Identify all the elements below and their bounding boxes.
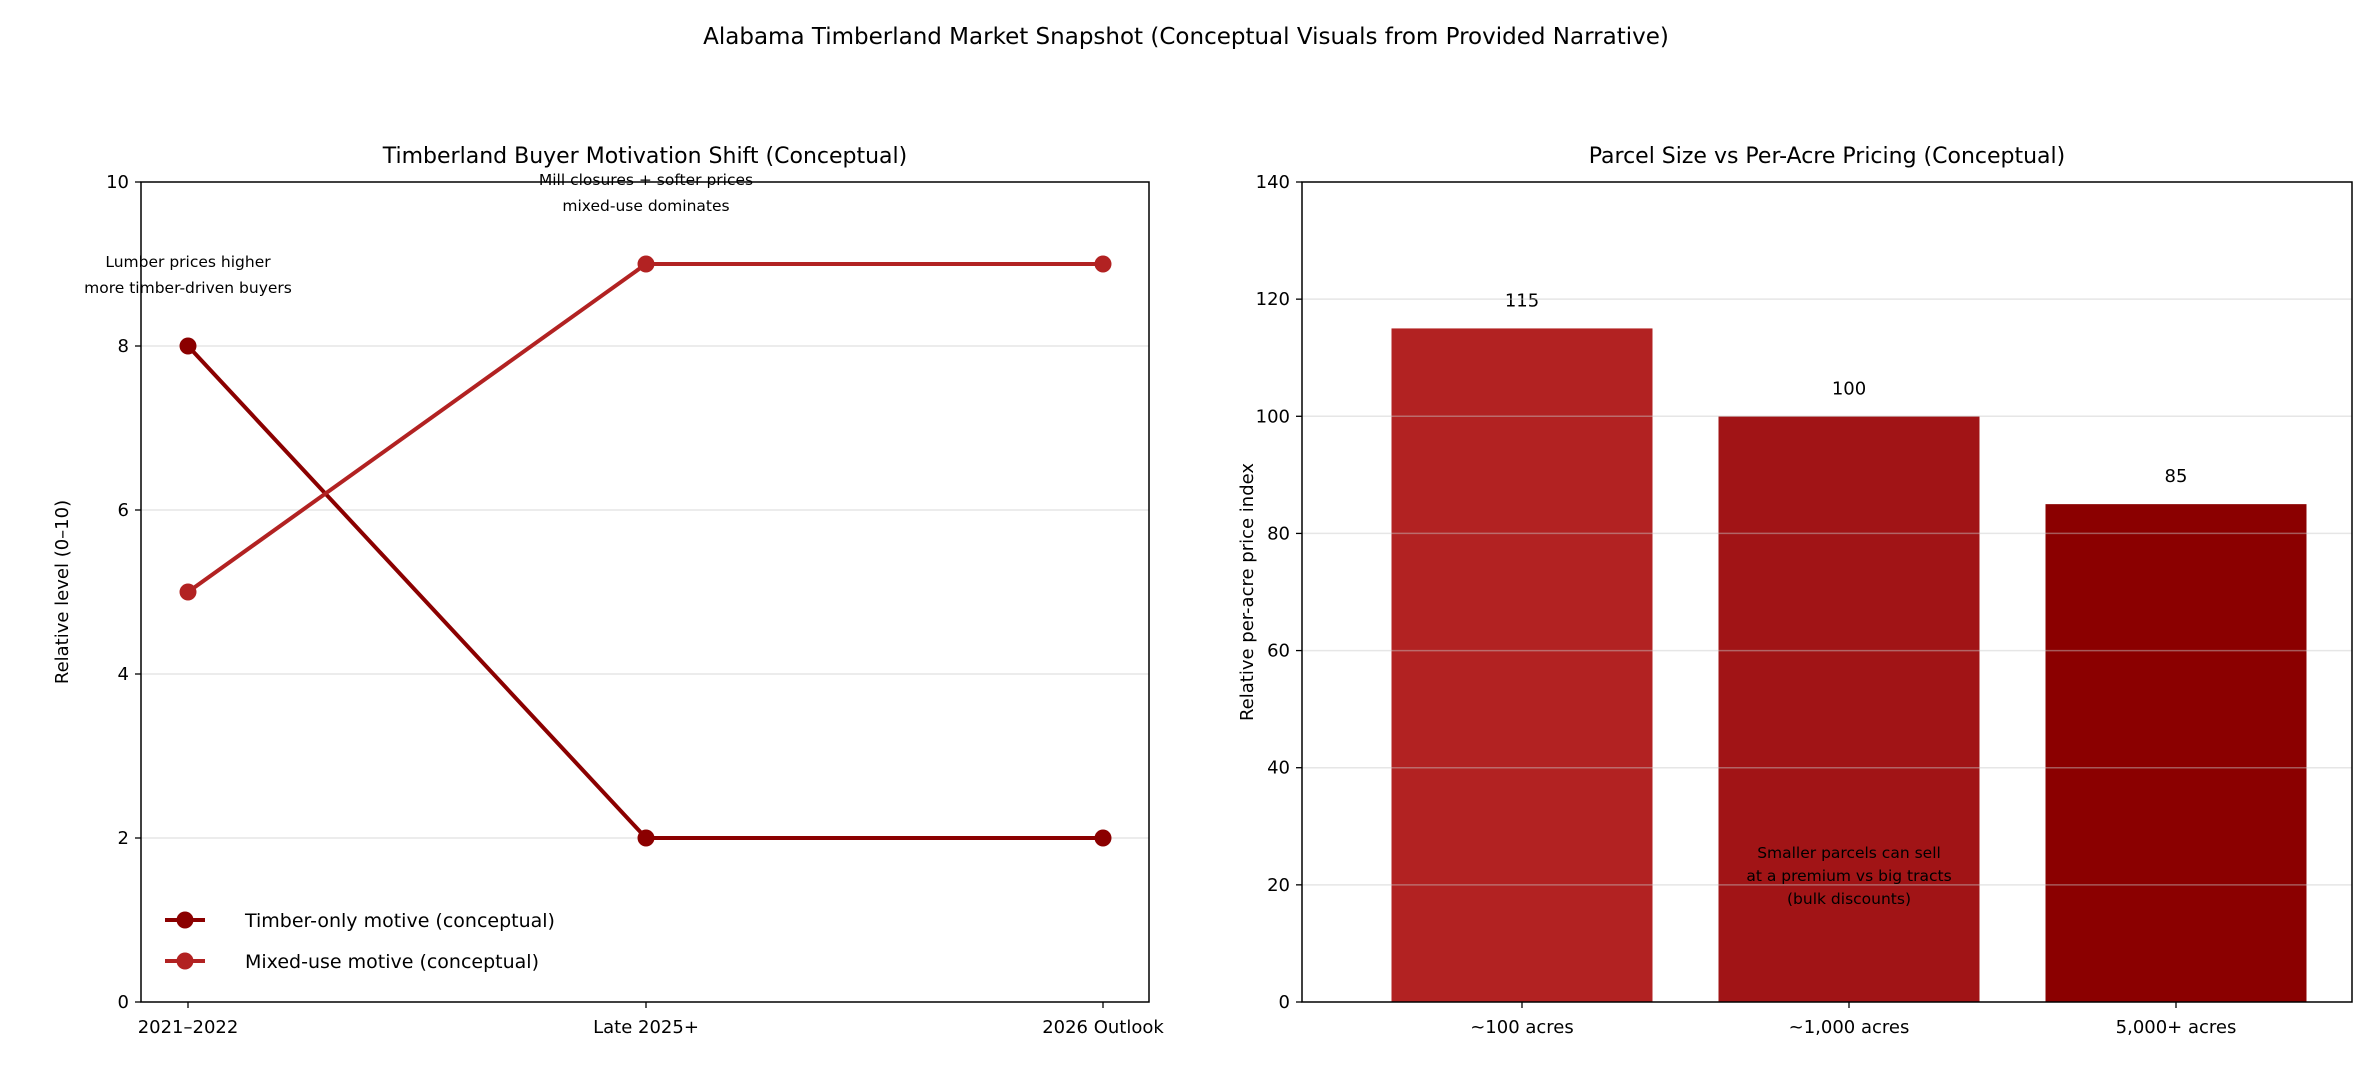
bar-data-label: 100 (1832, 378, 1866, 399)
x-tick-label: 5,000+ acres (2116, 1017, 2237, 1038)
plot-frame (140, 181, 1150, 1003)
line-chart-ylabel: Relative level (0–10) (52, 500, 73, 684)
line-chart-title: Timberland Buyer Motivation Shift (Conce… (382, 144, 907, 169)
y-tick-label: 2 (118, 828, 129, 849)
series-point (1094, 255, 1112, 273)
x-tick-label: ~1,000 acres (1789, 1017, 1910, 1038)
y-tick-label: 6 (118, 500, 129, 521)
y-tick-label: 0 (118, 992, 129, 1013)
y-tick-label: 120 (1256, 289, 1290, 310)
series-line-2 (186, 262, 1103, 594)
annotation-text: Smaller parcels can sell (1757, 844, 1941, 862)
annotation-text: mixed-use dominates (562, 197, 729, 215)
x-tick-label: 2021–2022 (138, 1017, 239, 1038)
y-tick-label: 60 (1267, 641, 1290, 662)
y-tick-label: 8 (118, 336, 129, 357)
y-tick-label: 20 (1267, 875, 1290, 896)
bar-2 (1718, 416, 1980, 1002)
y-tick-label: 40 (1267, 758, 1290, 779)
annotation-text: Lumber prices higher (105, 253, 271, 271)
y-tick-label: 80 (1267, 523, 1290, 544)
bar-data-label: 85 (2165, 466, 2188, 487)
line-chart-motivation: Timberland Buyer Motivation Shift (Conce… (52, 144, 1164, 1038)
y-tick-label: 140 (1256, 172, 1290, 193)
legend-marker (176, 911, 194, 929)
series-point (637, 829, 655, 847)
series-point (179, 583, 197, 601)
bar-3 (2045, 504, 2307, 1002)
x-tick-label: ~100 acres (1470, 1017, 1574, 1038)
bar-chart-title: Parcel Size vs Per-Acre Pricing (Concept… (1589, 144, 2065, 169)
annotation-text: (bulk discounts) (1787, 890, 1911, 908)
y-tick-label: 100 (1256, 406, 1290, 427)
annotation-text: Mill closures + softer prices (539, 171, 753, 189)
bar-1 (1391, 328, 1653, 1002)
y-tick-label: 4 (118, 664, 129, 685)
series-line-1 (186, 344, 1103, 840)
y-tick-label: 0 (1279, 992, 1290, 1013)
series-point (1094, 829, 1112, 847)
legend-label: Mixed-use motive (conceptual) (245, 951, 539, 973)
annotation-text: at a premium vs big tracts (1746, 867, 1951, 885)
x-tick-label: Late 2025+ (593, 1017, 699, 1038)
figure-suptitle: Alabama Timberland Market Snapshot (Conc… (703, 24, 1669, 50)
plot-frame (1301, 181, 2353, 1003)
series-point (179, 337, 197, 355)
legend-marker (176, 952, 194, 970)
bar-data-label: 115 (1505, 290, 1539, 311)
legend-label: Timber-only motive (conceptual) (244, 910, 555, 932)
bar-chart-pricing: Parcel Size vs Per-Acre Pricing (Concept… (1237, 144, 2353, 1038)
series-point (637, 255, 655, 273)
x-tick-label: 2026 Outlook (1042, 1017, 1164, 1038)
bar-chart-ylabel: Relative per-acre price index (1237, 463, 1258, 721)
y-tick-label: 10 (106, 172, 129, 193)
annotation-text: more timber-driven buyers (84, 279, 292, 297)
